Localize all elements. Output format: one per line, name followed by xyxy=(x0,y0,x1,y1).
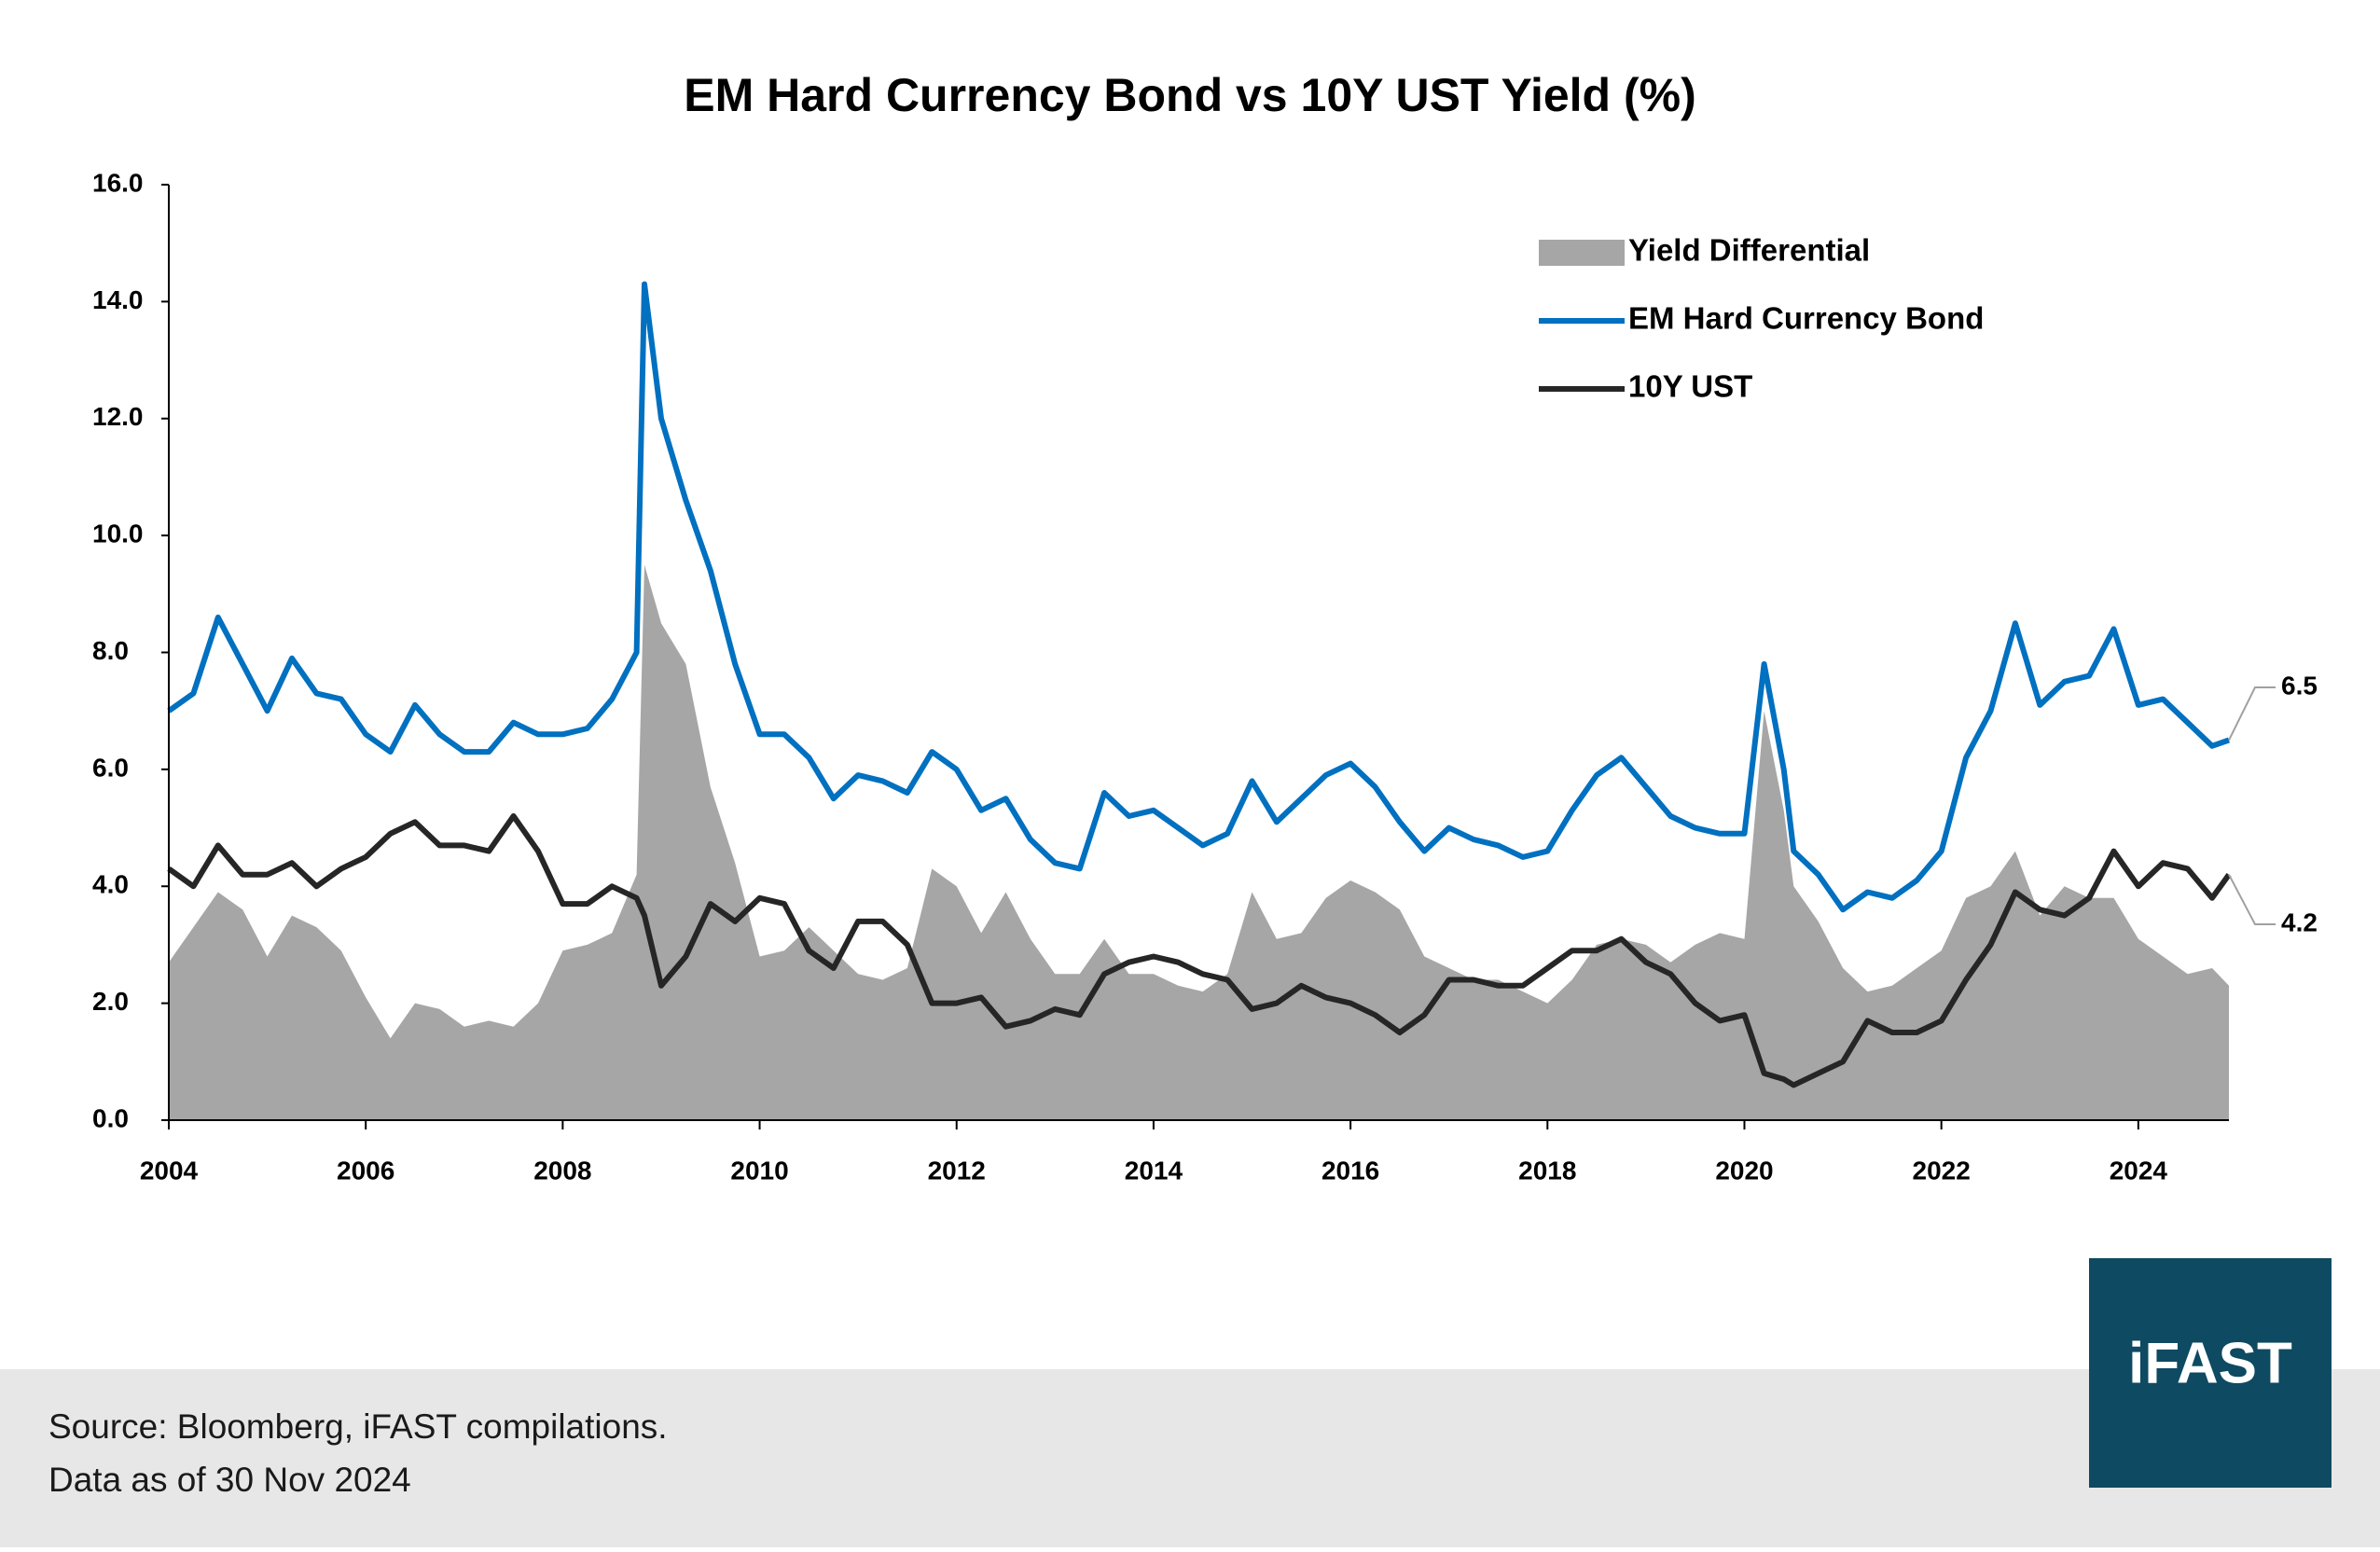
logo-box xyxy=(2089,1258,2332,1488)
y-tick-label: 2.0 xyxy=(92,987,129,1016)
y-tick-label: 6.0 xyxy=(92,753,129,782)
y-tick-label: 14.0 xyxy=(92,285,144,314)
legend-label: Yield Differential xyxy=(1628,233,1870,268)
y-tick-label: 4.0 xyxy=(92,870,129,899)
leader-line xyxy=(2228,874,2276,925)
line xyxy=(167,813,2232,1088)
leader-line xyxy=(2228,686,2276,741)
x-tick-label: 2004 xyxy=(140,1156,199,1185)
end-label: 6.5 xyxy=(2281,671,2318,700)
note: Data as of 30 Nov 2024 xyxy=(48,1461,411,1499)
logo: iFAST xyxy=(2128,1331,2292,1395)
area xyxy=(169,564,2229,1120)
line xyxy=(167,281,2230,913)
x-tick-label: 2008 xyxy=(533,1156,591,1185)
legend-label: 10Y UST xyxy=(1628,369,1752,404)
y-tick-label: 10.0 xyxy=(92,520,144,548)
x-tick-label: 2010 xyxy=(730,1156,788,1185)
footer-band xyxy=(0,1369,2380,1547)
y-tick-label: 12.0 xyxy=(92,402,144,431)
y-tick-label: 8.0 xyxy=(92,636,129,665)
x-tick-label: 2018 xyxy=(1518,1156,1576,1185)
x-tick-label: 2012 xyxy=(928,1156,986,1185)
x-tick-label: 2014 xyxy=(1125,1156,1183,1185)
y-tick-label: 0.0 xyxy=(92,1103,129,1132)
x-tick-label: 2006 xyxy=(337,1156,394,1185)
x-tick-label: 2020 xyxy=(1715,1156,1773,1185)
legend-label: EM Hard Currency Bond xyxy=(1628,301,1984,336)
end-label: 4.2 xyxy=(2281,908,2318,936)
y-tick-label: 16.0 xyxy=(92,168,144,197)
x-tick-label: 2024 xyxy=(2110,1156,2168,1185)
x-tick-label: 2022 xyxy=(1913,1156,1971,1185)
x-tick-label: 2016 xyxy=(1321,1156,1379,1185)
chart-title: EM Hard Currency Bond vs 10Y UST Yield (… xyxy=(684,69,1695,121)
source: Source: Bloomberg, iFAST compilations. xyxy=(48,1407,668,1446)
legend-swatch xyxy=(1539,240,1625,266)
